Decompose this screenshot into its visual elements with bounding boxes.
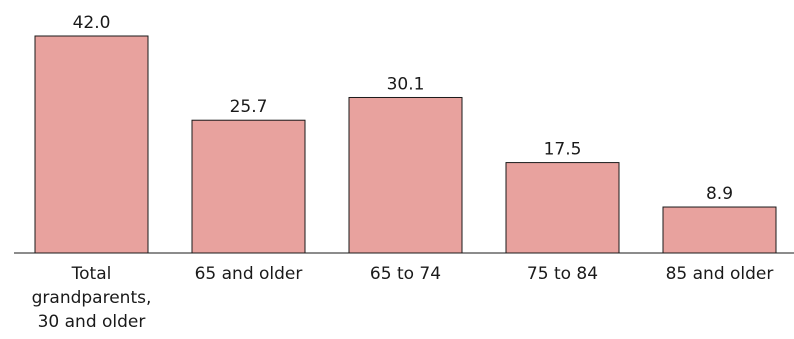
value-labels-group: 42.0 25.7 30.1 17.5 8.9 [73, 13, 733, 204]
bars-group [34, 35, 777, 254]
bar-value-label-3: 17.5 [544, 140, 582, 160]
bar-3 [505, 162, 620, 254]
category-label-0-line-2: 30 and older [38, 312, 146, 332]
bar-value-label-2: 30.1 [387, 74, 425, 94]
bar-value-label-1: 25.7 [230, 97, 268, 117]
category-label-0-line-1: grandparents, [32, 288, 152, 308]
category-labels-group: Total grandparents, 30 and older 65 and old… [32, 264, 774, 332]
category-label-0-line-0: Total [71, 264, 112, 284]
bar-value-label-0: 42.0 [73, 13, 111, 33]
bar-0 [34, 35, 149, 254]
category-label-4: 85 and older [666, 264, 774, 284]
category-label-1: 65 and older [195, 264, 303, 284]
bar-2 [348, 96, 463, 254]
bar-value-label-4: 8.9 [706, 184, 733, 204]
bar-1 [191, 119, 306, 254]
bar-4 [662, 206, 777, 254]
category-label-3: 75 to 84 [527, 264, 598, 284]
category-label-2: 65 to 74 [370, 264, 441, 284]
